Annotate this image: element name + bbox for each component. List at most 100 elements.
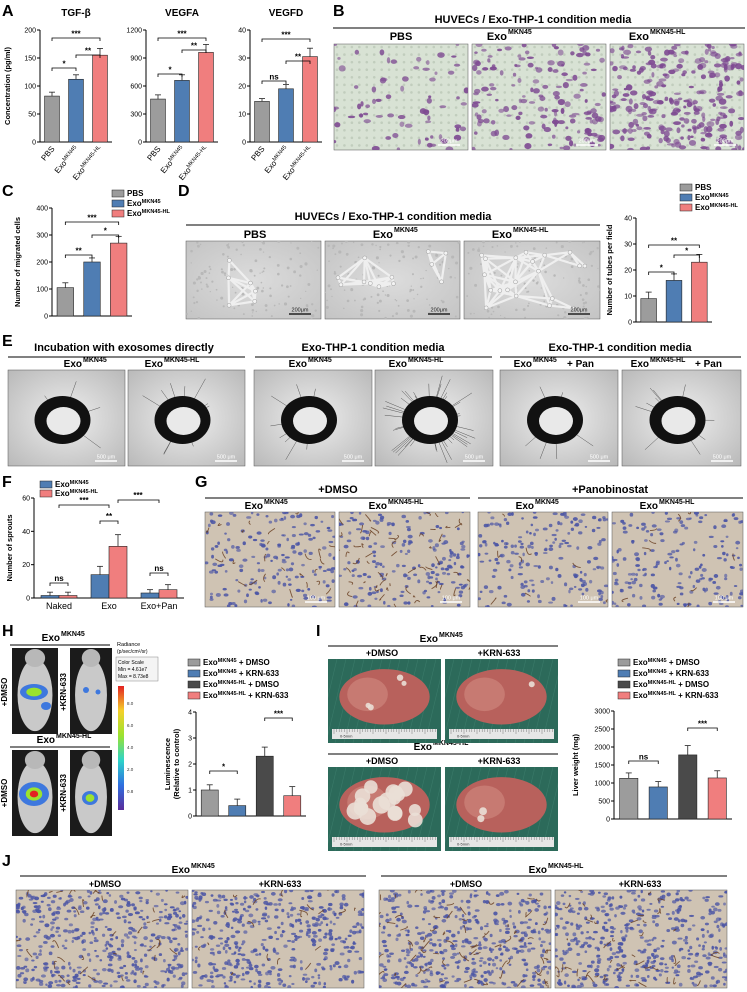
legend-swatch	[617, 680, 631, 689]
g-pan-title: +Panobinostat	[572, 484, 648, 496]
j-ihc-image-4	[554, 889, 728, 989]
mouse-head	[24, 649, 46, 667]
legend-label: ExoMKN45-HL + DMSO	[203, 680, 279, 689]
y-tick-label: 30	[238, 56, 246, 63]
tumor-nodule	[364, 780, 378, 794]
y-axis-title: Number of migrated cells	[13, 217, 22, 307]
j-label-krn-1: +KRN-633	[259, 879, 302, 889]
y-tick-label: 0	[32, 140, 36, 147]
y-tick-label: 0	[44, 314, 48, 321]
j-ihc-image-1	[15, 889, 189, 989]
image-background	[15, 889, 189, 989]
color-scale-min: Min = 4.61e7	[118, 667, 147, 673]
panel-i-livers: Exo MKN45 +DMSO +KRN-633 Exo MKN45-HL +D…	[328, 632, 558, 851]
ruler	[449, 729, 554, 739]
svg-text:Exo: Exo	[37, 735, 55, 746]
significance-bracket	[181, 49, 207, 53]
y-axis-title: Concentration (pg/ml)	[3, 47, 12, 125]
svg-text:Exo: Exo	[529, 865, 547, 876]
b-header-pbs: PBS	[390, 31, 413, 43]
panel-b-transwell: HUVECs / Exo-THP-1 condition media PBS E…	[333, 14, 745, 151]
significance-bracket	[285, 60, 311, 64]
scale-bar-label: 200μm	[441, 139, 458, 145]
svg-text:Exo: Exo	[42, 633, 60, 644]
tumor-nodule	[396, 674, 404, 681]
scale-bar-label: 500 μm	[344, 455, 363, 461]
ruler-label: 0-5mm	[340, 842, 353, 847]
svg-text:6.0: 6.0	[127, 723, 134, 728]
significance-label: ns	[639, 753, 649, 762]
image-background	[204, 511, 336, 608]
y-tick-label: 40	[22, 529, 30, 536]
color-scale-max: Max = 8.73e8	[118, 674, 149, 680]
y-tick-label: 0	[138, 140, 142, 147]
e-header-6: Exo MKN45-HL + Pan	[631, 357, 722, 370]
ruler	[332, 837, 437, 847]
significance-bracket	[628, 760, 659, 764]
legend-swatch	[39, 489, 53, 498]
ihc-image-2: 100 μm	[338, 511, 471, 608]
j-ihc-image-2	[191, 889, 365, 989]
bar	[640, 298, 657, 323]
y-tick-label: 20	[22, 562, 30, 569]
svg-text:Exo: Exo	[389, 359, 407, 370]
scale-bar-label: 200μm	[717, 139, 734, 145]
svg-text:MKN45: MKN45	[264, 499, 288, 506]
g-header-3: Exo MKN45	[516, 499, 559, 512]
svg-text:Exo: Exo	[172, 865, 190, 876]
transwell-image-mkn45hl: 200μm	[609, 43, 745, 151]
liver-image-2: 0-5mm	[445, 659, 558, 743]
tumor-nodule	[372, 796, 391, 814]
svg-text:8.0: 8.0	[127, 701, 134, 706]
significance-bracket	[51, 37, 101, 41]
legend-swatch	[679, 203, 693, 212]
significance-bracket	[157, 37, 207, 41]
bar	[56, 287, 74, 317]
y-tick-label: 0	[26, 596, 30, 603]
significance-label: *	[104, 227, 108, 236]
svg-text:MKN45-HL: MKN45-HL	[548, 863, 584, 870]
legend-swatch	[187, 691, 201, 700]
panel-h-imaging: Exo MKN45 Exo MKN45-HL +DMSO +KRN-633 +D…	[0, 631, 159, 836]
svg-text:MKN45: MKN45	[535, 499, 559, 506]
svg-text:MKN45: MKN45	[439, 632, 463, 639]
bar	[40, 595, 60, 599]
significance-bracket	[264, 717, 293, 721]
svg-text:MKN45: MKN45	[394, 227, 418, 234]
bar	[68, 78, 84, 143]
svg-text:MKN45: MKN45	[533, 357, 557, 364]
svg-text:MKN45-HL: MKN45-HL	[164, 357, 200, 364]
ruler	[449, 837, 554, 847]
h-header-mkn45hl: Exo MKN45-HL	[37, 733, 92, 746]
svg-text:Exo: Exo	[414, 742, 432, 753]
y-tick-label: 300	[130, 112, 142, 119]
ruler	[332, 729, 437, 739]
j-label-krn-2: +KRN-633	[619, 879, 662, 889]
g-dmso-title: +DMSO	[318, 484, 358, 496]
mouse-body	[75, 658, 107, 732]
y-tick-label: 40	[238, 28, 246, 35]
y-tick-label: 2	[188, 762, 192, 769]
legend-label: PBS	[127, 189, 144, 198]
legend-swatch	[39, 480, 53, 489]
significance-label: ***	[71, 30, 81, 39]
y-tick-label: 3000	[594, 709, 610, 716]
luminescence-signal	[83, 687, 89, 693]
scale-bar-label: 500 μm	[217, 455, 236, 461]
y-tick-label: 200	[36, 260, 48, 267]
mouse-head	[24, 751, 46, 769]
y-tick-label: 60	[22, 496, 30, 503]
scale-bar-label: 100 μm	[307, 596, 326, 602]
svg-text:Exo: Exo	[629, 31, 649, 43]
legend-label: ExoMKN45	[695, 193, 729, 202]
significance-label: **	[106, 512, 113, 521]
y-tick-label: 1000	[594, 781, 610, 788]
e-group2-title: Exo-THP-1 condition media	[301, 342, 445, 354]
legend-label: ExoMKN45-HL	[695, 203, 739, 212]
legend-swatch	[617, 691, 631, 700]
scale-bar-label: 500 μm	[465, 455, 484, 461]
